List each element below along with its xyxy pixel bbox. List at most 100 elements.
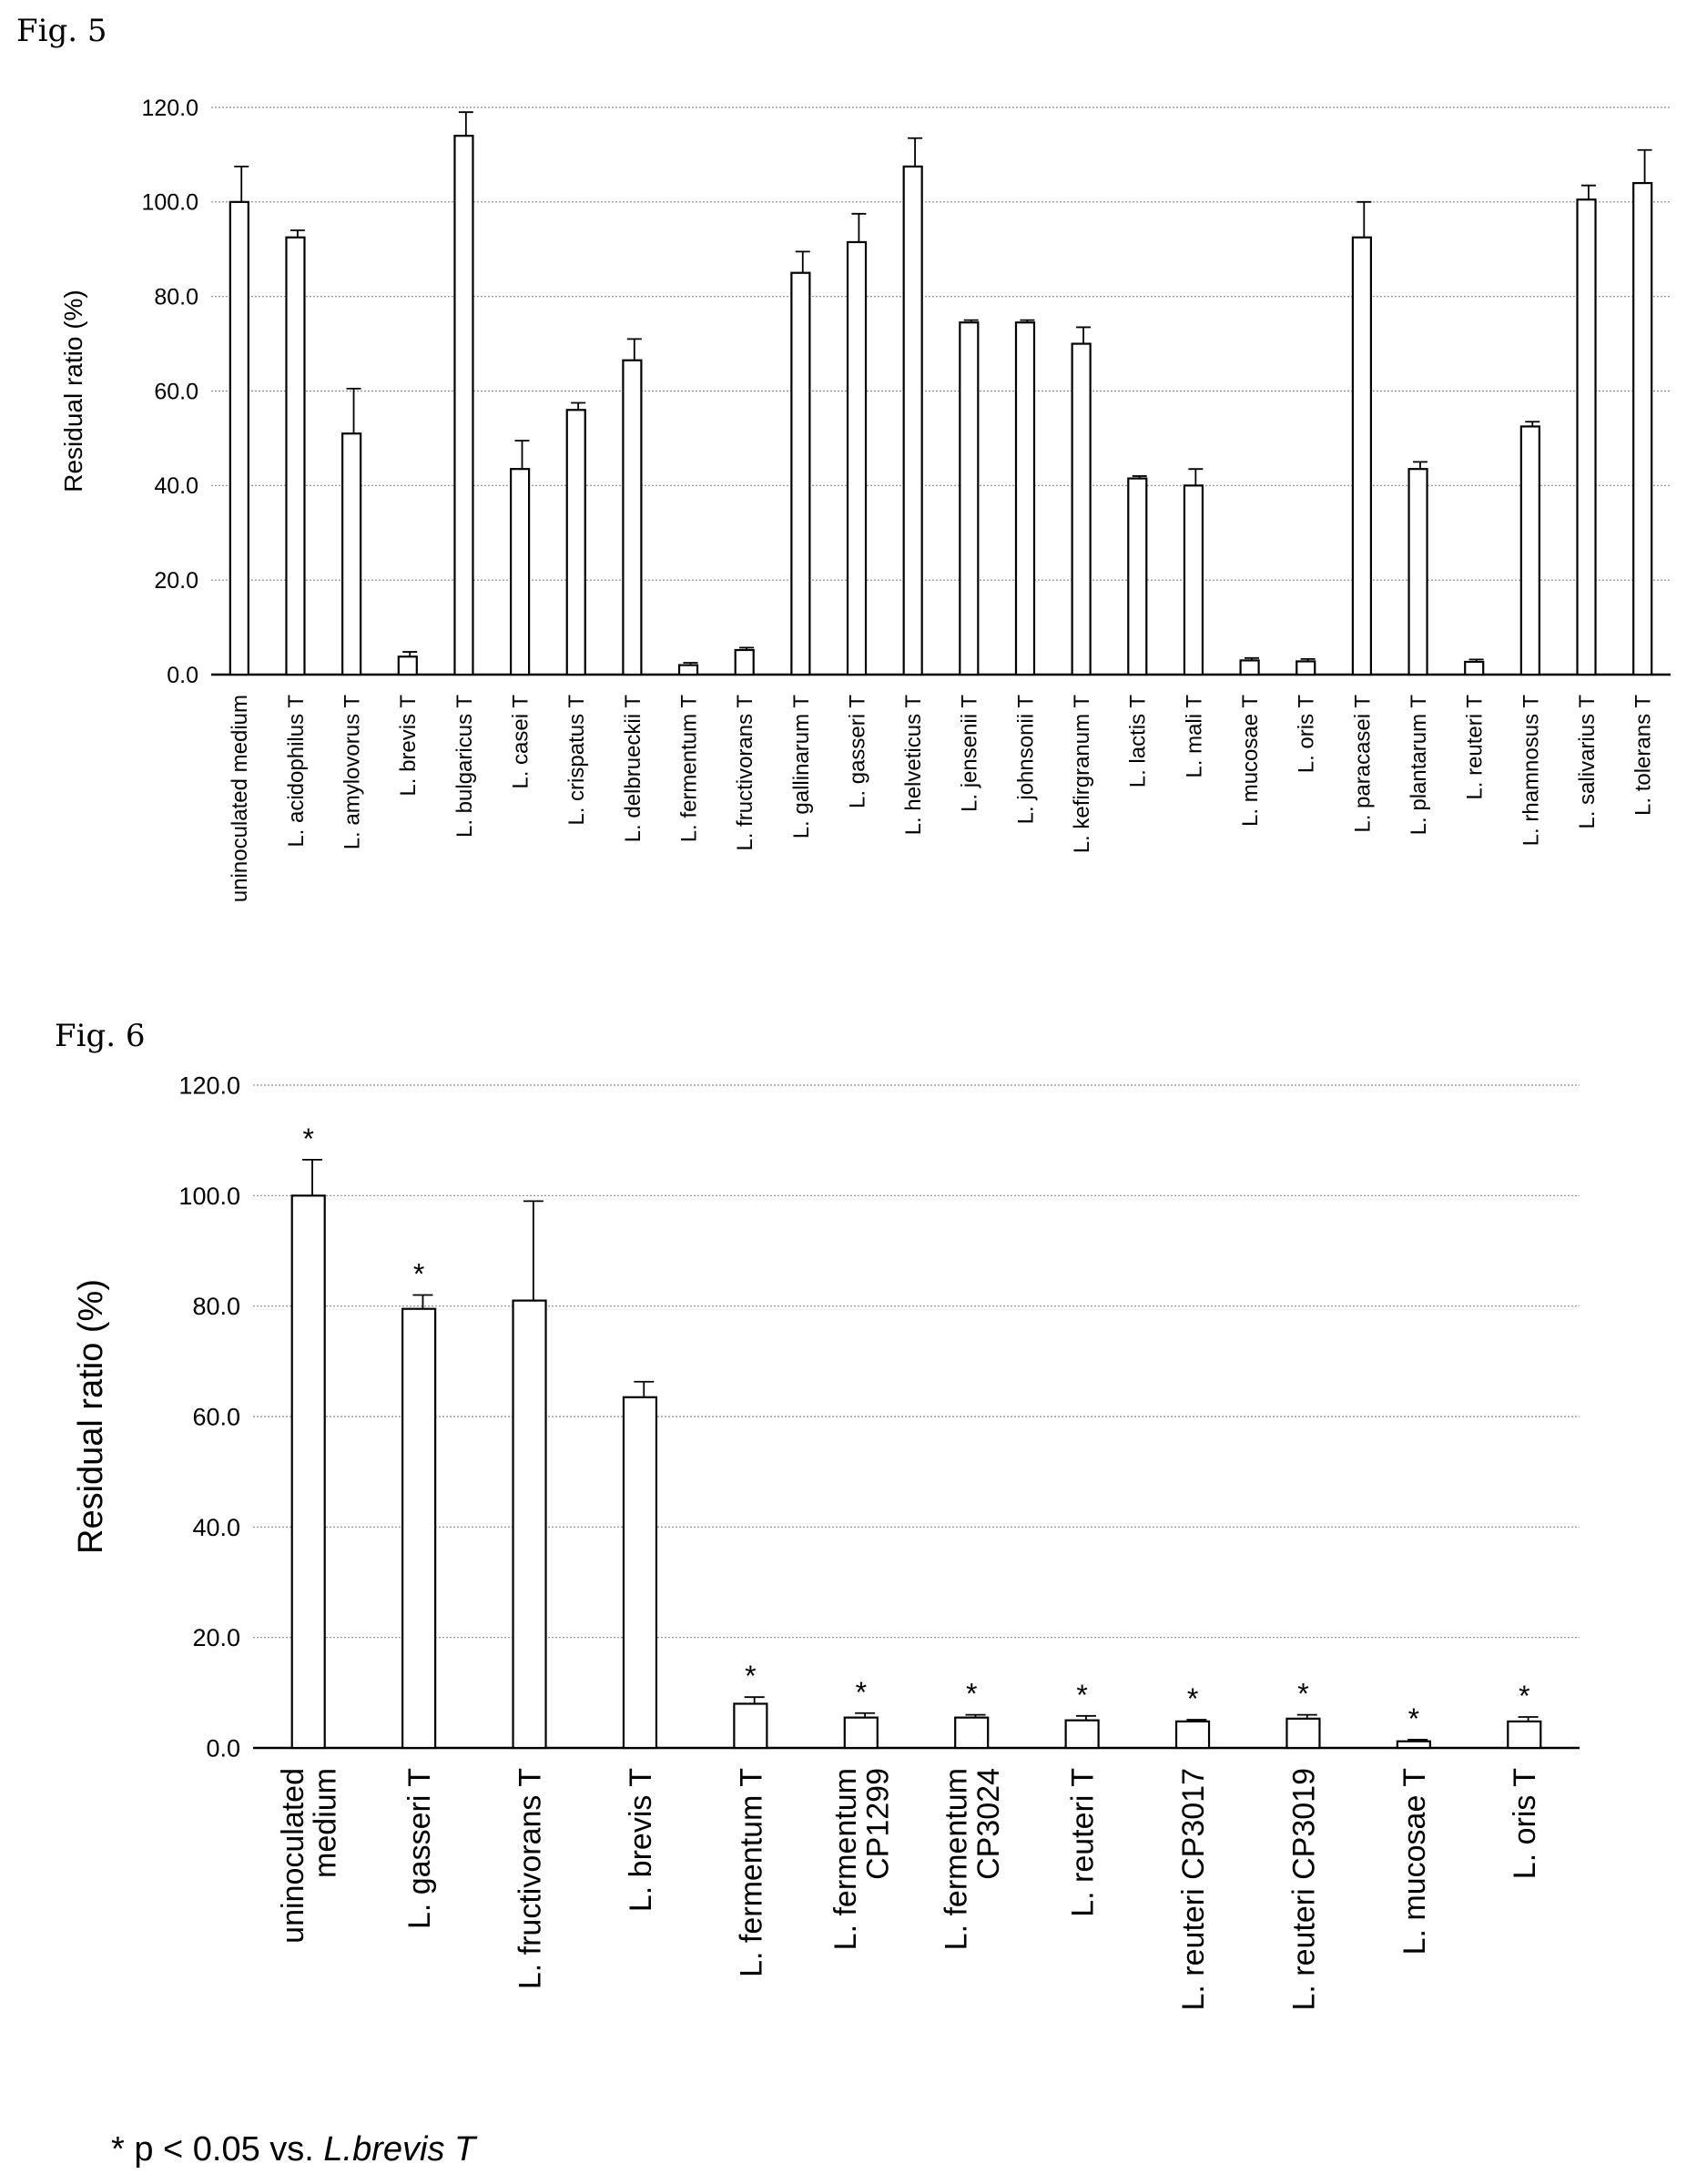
- x-category-label-line: L. plantarum T: [1407, 695, 1431, 836]
- bar: [1127, 477, 1148, 676]
- x-category-label: L. reuteri CP3017: [1176, 1768, 1211, 2011]
- y-tick-label: 20.0: [192, 1624, 240, 1651]
- x-category-label-line: L. amylovorus T: [340, 695, 365, 850]
- x-category-label-line: L. gallinarum T: [789, 695, 814, 839]
- x-category-label: L. reuteri T: [1066, 1768, 1101, 1917]
- x-category-label: uninoculated medium: [228, 695, 252, 902]
- bar: [1519, 425, 1540, 676]
- bar: [290, 1194, 326, 1750]
- x-category-label: L. jensenii T: [958, 695, 982, 812]
- y-tick-label: 60.0: [192, 1403, 240, 1430]
- footnote-prefix: * p < 0.05 vs.: [111, 2130, 324, 2169]
- x-category-label: L. brevis T: [624, 1768, 658, 1912]
- x-category-label: L. johnsonii T: [1013, 695, 1038, 825]
- x-category-label-line: L. gasseri T: [845, 695, 869, 808]
- bar: [622, 1396, 658, 1750]
- significance-marker: *: [1187, 1682, 1198, 1715]
- significance-marker: *: [966, 1678, 977, 1711]
- y-tick-label: 60.0: [154, 379, 198, 404]
- x-category-label-line: L. mucosae T: [1238, 695, 1263, 827]
- x-category-label-line: L. bulgaricus T: [452, 695, 477, 838]
- bar: [1014, 321, 1036, 676]
- x-category-label-line: L. fermentum T: [734, 1768, 768, 1977]
- x-category-label: L. plantarum T: [1407, 695, 1431, 836]
- bar: [285, 236, 306, 676]
- bar: [1507, 1720, 1542, 1750]
- bar: [733, 1702, 768, 1750]
- bar: [1576, 198, 1597, 676]
- x-category-label: L. rhamnosus T: [1519, 695, 1543, 847]
- bar: [397, 655, 418, 676]
- x-category-label: L. casei T: [508, 695, 533, 789]
- significance-marker: *: [1076, 1679, 1087, 1712]
- bar: [1239, 659, 1260, 676]
- x-category-label-line: L. oris T: [1295, 695, 1319, 774]
- bar: [622, 359, 643, 676]
- x-category-label: L. mali T: [1182, 695, 1206, 778]
- y-tick-label: 80.0: [192, 1293, 240, 1320]
- x-category-label-line: L. casei T: [508, 695, 533, 789]
- x-category-label-line: CP3024: [971, 1768, 1006, 1880]
- y-tick-label: 80.0: [154, 284, 198, 310]
- x-category-label: L. reuteri CP3019: [1286, 1768, 1321, 2011]
- figure-6-bar-chart: 0.0 20.0 40.0 60.0 80.0 100.0 120.0 Residual ra…: [72, 1072, 1580, 2011]
- y-tick-label: 0.0: [167, 663, 198, 688]
- bar: [401, 1307, 437, 1750]
- y-tick-label: 0.0: [206, 1734, 240, 1762]
- bar: [565, 409, 586, 676]
- x-category-label-line: L. mali T: [1182, 695, 1206, 778]
- x-category-label-line: L. fermentum: [828, 1768, 863, 1950]
- y-tick-label: 100.0: [178, 1183, 240, 1210]
- x-category-label-line: CP1299: [861, 1768, 896, 1880]
- x-category-label: L. paracasei T: [1350, 695, 1375, 833]
- x-category-label: L. reuteri T: [1463, 695, 1488, 800]
- x-category-label: L. fructivorans T: [513, 1768, 547, 1989]
- x-category-label: L. tolerans T: [1631, 695, 1656, 816]
- bar: [902, 165, 923, 676]
- y-tick-label: 120.0: [141, 96, 198, 121]
- bar: [790, 271, 811, 676]
- bar: [1071, 342, 1092, 676]
- figure-5-label: Fig. 5: [16, 13, 107, 49]
- x-category-label-line: medium: [308, 1768, 342, 1878]
- x-category-label-line: L. delbrueckii T: [621, 695, 645, 843]
- footnote: * p < 0.05 vs. L.brevis T: [111, 2130, 475, 2169]
- bar: [1464, 660, 1485, 676]
- significance-marker: *: [1519, 1680, 1529, 1712]
- bar: [734, 648, 755, 676]
- x-category-label: L. gasseri T: [845, 695, 869, 808]
- bar: [1407, 468, 1428, 676]
- x-category-label: L. oris T: [1295, 695, 1319, 774]
- x-category-label-line: L. mucosae T: [1397, 1768, 1432, 1955]
- bar: [846, 240, 868, 676]
- x-category-label: L. helveticus T: [901, 695, 926, 836]
- x-category-label: L. mucosae T: [1397, 1768, 1432, 1955]
- x-category-label: L. lactis T: [1126, 695, 1151, 788]
- bar: [1064, 1719, 1100, 1750]
- significance-marker: *: [745, 1660, 756, 1692]
- bar: [512, 1299, 547, 1750]
- x-category-label-line: L. oris T: [1508, 1768, 1542, 1879]
- y-tick-label: 100.0: [141, 190, 198, 216]
- x-category-label: L. kefirgranum T: [1070, 695, 1094, 854]
- x-category-label-line: L. acidophilus T: [284, 695, 309, 848]
- x-category-label: L. delbrueckii T: [621, 695, 645, 843]
- x-category-label-line: L. paracasei T: [1350, 695, 1375, 833]
- x-category-label-line: uninoculated: [276, 1768, 310, 1944]
- x-category-label-line: L. brevis T: [396, 695, 421, 797]
- x-category-label-line: L. lactis T: [1126, 695, 1151, 788]
- x-category-label-line: uninoculated medium: [228, 695, 252, 902]
- significance-marker: *: [1297, 1678, 1308, 1711]
- x-category-label-line: L. fructivorans T: [733, 695, 757, 851]
- bar: [1174, 1720, 1211, 1750]
- x-category-label-line: L. reuteri CP3019: [1286, 1768, 1321, 2011]
- x-category-label: L. crispatus T: [564, 695, 589, 826]
- x-category-label-line: L. tolerans T: [1631, 695, 1656, 816]
- x-category-label: L. oris T: [1508, 1768, 1542, 1879]
- footnote-italic: L.brevis T: [323, 2130, 476, 2169]
- x-category-label-line: L. fermentum T: [676, 695, 701, 843]
- figure-5-bar-chart: 0.0 20.0 40.0 60.0 80.0 100.0 120.0 Residual ra…: [59, 96, 1671, 902]
